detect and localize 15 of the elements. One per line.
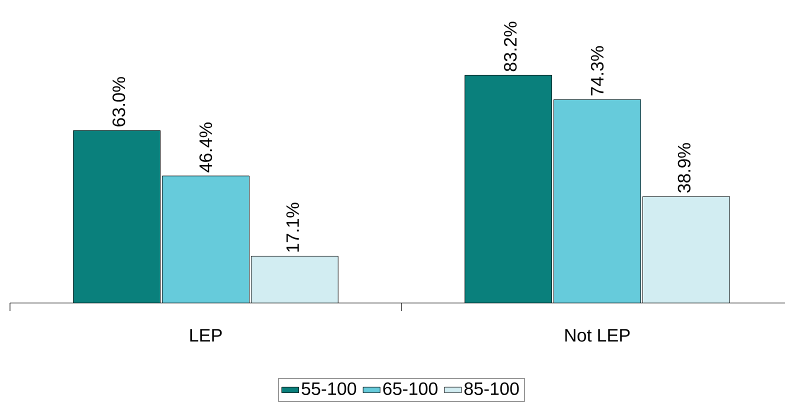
bar <box>251 256 338 304</box>
legend-label: 65-100 <box>383 382 438 396</box>
legend-label: 55-100 <box>302 382 356 396</box>
data-label: 63.0% <box>112 77 126 126</box>
data-label: 38.9% <box>678 143 691 193</box>
data-label: 74.3% <box>590 46 604 96</box>
x-tick-label: Not LEP <box>565 329 630 342</box>
legend-label: 85-100 <box>464 382 519 396</box>
bar <box>642 196 730 304</box>
data-label: 83.2% <box>504 22 517 72</box>
data-label: 46.4% <box>199 122 212 172</box>
bar <box>73 130 160 304</box>
data-label: 17.1% <box>286 202 299 252</box>
bar <box>464 74 552 304</box>
x-tick-label: LEP <box>190 329 222 342</box>
